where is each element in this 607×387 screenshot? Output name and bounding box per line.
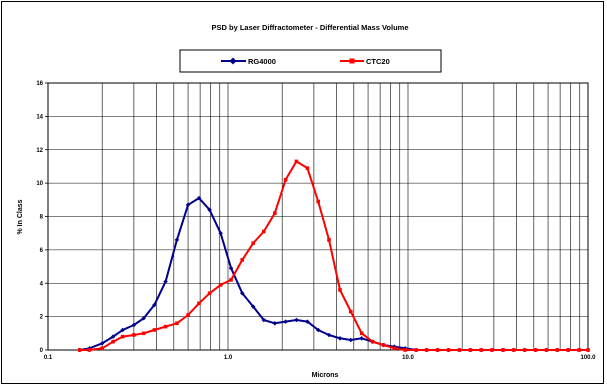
data-point-ctc20 [229,278,233,282]
data-point-ctc20 [132,333,136,337]
data-point-rg4000 [250,304,256,309]
chart-title: PSD by Laser Diffractometer - Differenti… [212,23,409,32]
grid [48,83,588,350]
data-point-ctc20 [197,301,201,306]
series-ctc20 [77,159,590,352]
data-point-ctc20 [327,238,331,242]
y-tick-label: 0 [40,348,44,354]
data-point-ctc20 [100,346,104,351]
data-point-ctc20 [120,334,125,339]
x-axis-title: Microns [312,372,339,379]
data-point-ctc20 [111,339,115,344]
x-tick-label: 100.0 [580,355,596,361]
data-point-rg4000 [315,327,321,333]
y-axis-title: % In Class [17,199,24,234]
data-point-ctc20 [338,288,342,292]
series-group [77,159,591,353]
data-point-ctc20 [218,283,223,287]
data-point-rg4000 [120,327,125,333]
legend-marker-ctc20 [349,58,355,64]
data-point-ctc20 [424,348,429,352]
data-point-rg4000 [337,336,343,341]
data-point-ctc20 [501,348,505,352]
data-point-rg4000 [272,321,278,326]
data-point-ctc20 [87,348,92,352]
data-point-rg4000 [326,332,332,338]
data-point-ctc20 [522,348,527,352]
y-tick-label: 14 [36,114,43,120]
legend-label-ctc20: CTC20 [366,57,390,66]
data-point-ctc20 [175,321,179,326]
data-point-ctc20 [392,346,397,351]
data-point-rg4000 [99,341,105,346]
data-point-ctc20 [586,348,590,352]
data-point-ctc20 [305,166,310,170]
data-point-rg4000 [348,337,354,343]
data-point-ctc20 [457,348,462,352]
series-line-ctc20 [79,160,588,351]
data-point-ctc20 [446,348,451,352]
data-point-ctc20 [152,328,157,332]
x-axis: 0.1 1.0 10.0 100.0 [44,355,596,361]
data-point-ctc20 [435,348,440,352]
data-point-rg4000 [305,319,310,324]
data-point-ctc20 [141,331,146,336]
data-point-ctc20 [381,343,386,347]
x-tick-label: 0.1 [44,355,53,361]
data-point-ctc20 [240,258,245,262]
data-point-ctc20 [316,199,320,204]
legend-label-rg4000: RG4000 [248,57,276,66]
series-line-rg4000 [79,197,588,351]
data-point-ctc20 [273,211,277,215]
data-point-rg4000 [239,290,245,296]
data-point-ctc20 [370,339,375,344]
legend-marker-rg4000 [229,57,237,65]
y-tick-label: 6 [40,248,44,254]
y-tick-label: 2 [40,315,44,321]
data-point-rg4000 [294,317,299,323]
data-point-ctc20 [544,348,549,352]
data-point-ctc20 [577,348,581,352]
y-tick-label: 4 [40,281,44,287]
data-point-ctc20 [555,348,560,352]
y-tick-label: 16 [36,81,43,87]
data-point-ctc20 [479,348,483,352]
y-tick-label: 10 [36,181,43,187]
x-tick-label: 1.0 [224,355,233,361]
data-point-ctc20 [490,348,494,352]
data-point-ctc20 [348,309,353,314]
y-axis: 0 2 4 6 8 10 12 14 16 [36,81,48,354]
data-point-ctc20 [359,331,364,336]
data-point-ctc20 [77,348,82,352]
y-tick-label: 8 [40,215,44,221]
x-tick-label: 10.0 [402,355,414,361]
data-point-ctc20 [533,348,538,352]
data-point-ctc20 [261,229,266,234]
data-point-ctc20 [511,348,516,352]
data-point-ctc20 [207,291,212,296]
data-point-ctc20 [468,348,473,352]
data-point-ctc20 [186,313,190,317]
data-point-rg4000 [152,302,157,308]
data-point-rg4000 [359,336,364,341]
data-point-rg4000 [283,319,288,324]
data-point-ctc20 [163,324,168,329]
data-point-ctc20 [283,177,288,182]
data-point-ctc20 [251,241,255,245]
data-point-ctc20 [414,348,418,352]
legend-box [179,49,442,73]
data-point-rg4000 [261,317,267,323]
data-point-ctc20 [403,348,408,352]
legend: RG4000 CTC20 [179,49,442,73]
data-point-ctc20 [294,159,299,164]
y-tick-label: 12 [36,148,43,154]
data-point-ctc20 [566,348,570,352]
